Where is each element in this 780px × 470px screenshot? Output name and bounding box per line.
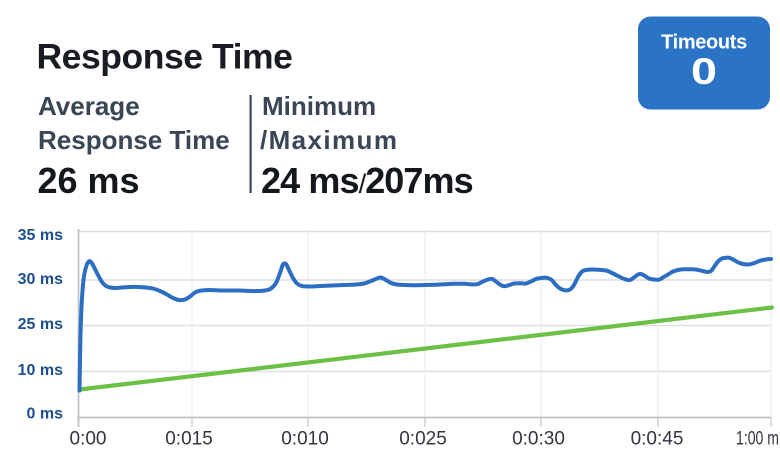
svg-text:Average: Average <box>38 91 140 121</box>
svg-text:0:0:45: 0:0:45 <box>631 429 684 450</box>
svg-text:35 ms: 35 ms <box>18 227 63 244</box>
svg-text:0:00: 0:00 <box>70 429 107 450</box>
svg-text:30 ms: 30 ms <box>18 271 63 288</box>
svg-text:0:010: 0:010 <box>281 429 329 450</box>
svg-text:Response Time: Response Time <box>37 37 293 77</box>
svg-text:Response Time: Response Time <box>38 125 230 155</box>
svg-text:26 ms: 26 ms <box>38 160 140 201</box>
svg-text:0 ms: 0 ms <box>27 405 64 422</box>
svg-text:24 ms/207ms: 24 ms/207ms <box>261 160 473 201</box>
svg-text:10 ms: 10 ms <box>18 362 63 379</box>
svg-text:Minimum: Minimum <box>262 91 376 121</box>
svg-text:0:015: 0:015 <box>165 429 213 450</box>
svg-text:0:0:30: 0:0:30 <box>512 429 565 450</box>
svg-text:Timeouts: Timeouts <box>661 32 747 54</box>
svg-text:0: 0 <box>691 51 717 92</box>
svg-text:0:025: 0:025 <box>399 429 447 450</box>
svg-text:/Maximum: /Maximum <box>260 125 398 155</box>
svg-text:1:00 m: 1:00 m <box>736 429 779 450</box>
svg-text:25 ms: 25 ms <box>18 316 63 333</box>
